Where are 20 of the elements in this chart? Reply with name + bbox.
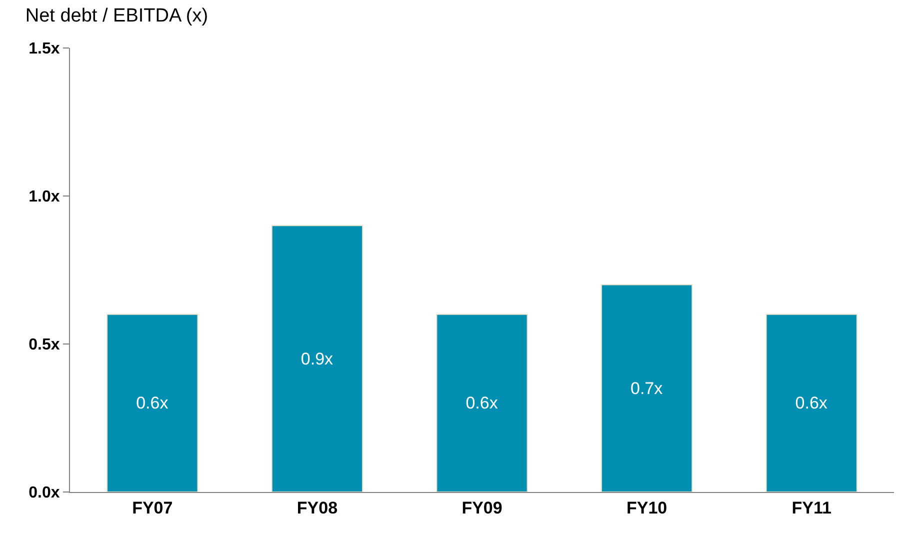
data-label: 0.6x — [136, 394, 169, 413]
x-tick-label: FY08 — [296, 498, 338, 518]
x-tick-label: FY11 — [792, 498, 832, 518]
bar — [600, 284, 693, 492]
x-tick-label: FY09 — [462, 498, 502, 518]
data-label: 0.6x — [795, 394, 828, 413]
bar — [106, 314, 198, 492]
data-label: 0.7x — [630, 378, 664, 398]
y-tick-label: 0.0x — [28, 484, 60, 502]
bar — [766, 314, 858, 492]
x-tick-label: FY07 — [132, 498, 173, 518]
y-tick-label: 1.5x — [28, 40, 60, 58]
chart-title: Net debt / EBITDA (x) — [25, 5, 208, 26]
bar — [436, 314, 528, 492]
data-label: 0.9x — [300, 349, 334, 368]
bar — [271, 225, 364, 492]
y-tick-label: 1.0x — [28, 188, 60, 206]
data-label: 0.6x — [466, 394, 498, 413]
y-tick-label: 0.5x — [28, 336, 60, 354]
x-tick-label: FY10 — [626, 498, 668, 518]
